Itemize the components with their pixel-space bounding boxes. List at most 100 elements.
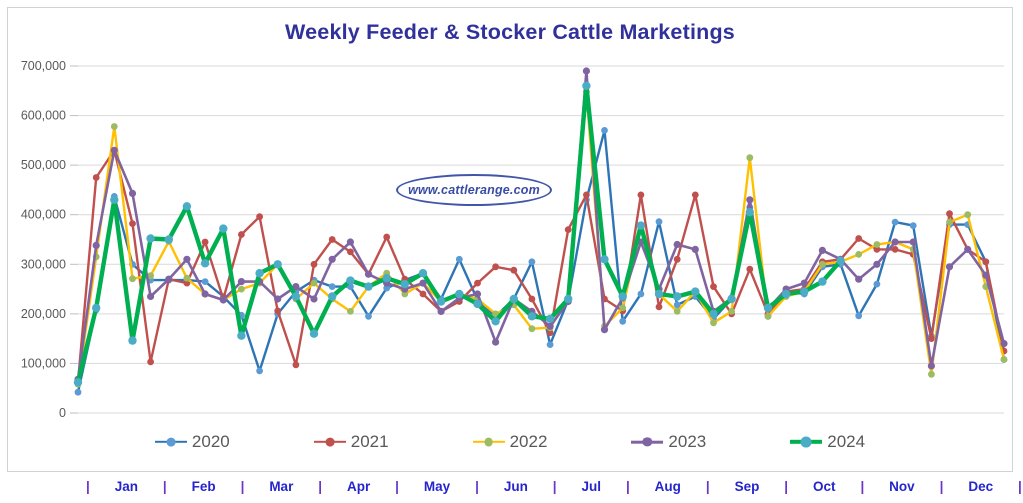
data-point-2023-w50 (964, 245, 972, 253)
data-point-2022-w7 (183, 274, 191, 282)
chart-title: Weekly Feeder & Stocker Cattle Marketing… (285, 20, 735, 44)
data-point-2024-w25 (509, 294, 518, 304)
watermark-badge: www.cattlerange.com (396, 174, 552, 206)
data-point-2023-w27 (546, 322, 554, 330)
data-point-2024-w11 (255, 269, 264, 278)
data-point-2021-w11 (256, 213, 263, 221)
data-point-2022-w10 (238, 285, 245, 293)
data-point-2020-w45 (873, 280, 881, 288)
data-point-2021-w2 (92, 174, 100, 181)
data-point-2023-w9 (219, 296, 227, 304)
data-point-2024-w16 (346, 276, 355, 285)
data-point-2023-w45 (873, 260, 881, 268)
legend-dot-2020 (166, 437, 176, 447)
month-label-may: May (423, 479, 451, 494)
data-point-2024-w43 (836, 256, 845, 265)
data-point-2024-w28 (564, 294, 573, 304)
data-point-2022-w50 (964, 211, 972, 219)
data-point-2023-w24 (492, 338, 500, 346)
data-point-2024-w1 (73, 378, 83, 387)
data-point-2022-w38 (746, 154, 754, 162)
month-label-aug: Aug (654, 479, 681, 494)
month-separator: | (162, 479, 167, 494)
data-point-2022-w49 (946, 218, 953, 226)
y-axis-label: 100,000 (21, 356, 66, 370)
data-point-2024-w14 (309, 329, 319, 338)
data-point-2024-w17 (364, 282, 373, 291)
month-separator: | (939, 479, 944, 494)
data-point-2021-w46 (891, 246, 899, 253)
month-label-nov: Nov (889, 479, 915, 494)
y-axis-label: 200,000 (21, 307, 66, 321)
data-point-2022-w19 (401, 290, 409, 298)
legend-item-2020: 2020 (154, 432, 230, 452)
legend-label-2024: 2024 (827, 432, 866, 451)
y-axis-label: 600,000 (21, 109, 66, 123)
data-point-2024-w32 (636, 221, 646, 230)
data-point-2021-w32 (637, 191, 645, 199)
data-point-2024-w2 (92, 303, 101, 313)
data-point-2021-w7 (183, 279, 191, 287)
data-point-2021-w4 (129, 220, 136, 228)
data-point-2023-w2 (92, 241, 100, 249)
legend-item-2022: 2022 (472, 432, 547, 452)
legend-item-2023: 2023 (631, 432, 706, 452)
data-point-2022-w5 (147, 272, 155, 280)
data-point-2023-w4 (128, 189, 137, 197)
month-label-jun: Jun (503, 479, 528, 494)
data-point-2020-w15 (328, 283, 336, 290)
data-point-2023-w35 (691, 245, 699, 253)
data-point-2022-w45 (873, 241, 881, 248)
data-point-2024-w29 (582, 81, 591, 91)
data-point-2024-w24 (491, 317, 500, 326)
data-point-2021-w34 (673, 255, 681, 263)
data-point-2021-w29 (583, 191, 590, 199)
chart-frame: Weekly Feeder & Stocker Cattle Marketing… (7, 7, 1013, 472)
month-separator: | (860, 479, 865, 494)
legend-marker-2022 (472, 437, 505, 447)
data-point-2023-w17 (364, 270, 373, 278)
y-axis-label: 300,000 (21, 257, 66, 271)
data-point-2021-w24 (492, 263, 499, 271)
month-separator: | (784, 479, 789, 494)
data-point-2023-w21 (437, 307, 445, 315)
data-point-2024-w7 (182, 202, 192, 211)
month-separator: | (552, 479, 557, 494)
data-point-2022-w24 (492, 310, 499, 318)
data-point-2021-w28 (564, 226, 572, 234)
data-point-2022-w52 (1000, 356, 1008, 363)
data-point-2023-w38 (746, 196, 754, 204)
data-point-2024-w35 (691, 287, 700, 296)
data-point-2020-w34 (673, 301, 681, 309)
data-point-2024-w10 (237, 331, 246, 340)
legend-label-2021: 2021 (350, 432, 389, 451)
month-separator: | (625, 479, 630, 494)
series-line-2020 (76, 129, 1006, 394)
data-point-2023-w15 (328, 255, 336, 263)
data-point-2023-w7 (183, 255, 191, 263)
data-point-2021-w5 (147, 358, 155, 366)
data-point-2024-w21 (436, 297, 446, 306)
data-point-2020-w31 (619, 317, 627, 325)
data-point-2020-w30 (601, 127, 608, 134)
legend-marker-2020 (154, 437, 187, 447)
data-point-2023-w49 (945, 263, 954, 271)
data-point-2024-w26 (527, 312, 537, 321)
data-point-2024-w5 (146, 234, 155, 243)
data-point-2024-w37 (727, 294, 736, 304)
data-point-2020-w44 (855, 312, 863, 320)
month-label-jan: Jan (114, 479, 138, 494)
month-label-feb: Feb (191, 479, 216, 494)
data-point-2024-w18 (382, 274, 391, 283)
data-point-2021-w51 (982, 258, 990, 266)
legend-marker-2021 (313, 437, 346, 447)
data-point-2023-w29 (582, 67, 591, 75)
data-point-2024-w9 (219, 224, 228, 233)
data-point-2021-w10 (238, 231, 245, 238)
legend-dot-2021 (325, 437, 335, 447)
data-point-2024-w41 (800, 287, 809, 296)
data-point-2024-w8 (200, 259, 210, 268)
legend-item-2024: 2024 (790, 432, 865, 452)
data-point-2021-w26 (528, 295, 536, 303)
data-point-2022-w48 (928, 370, 935, 378)
